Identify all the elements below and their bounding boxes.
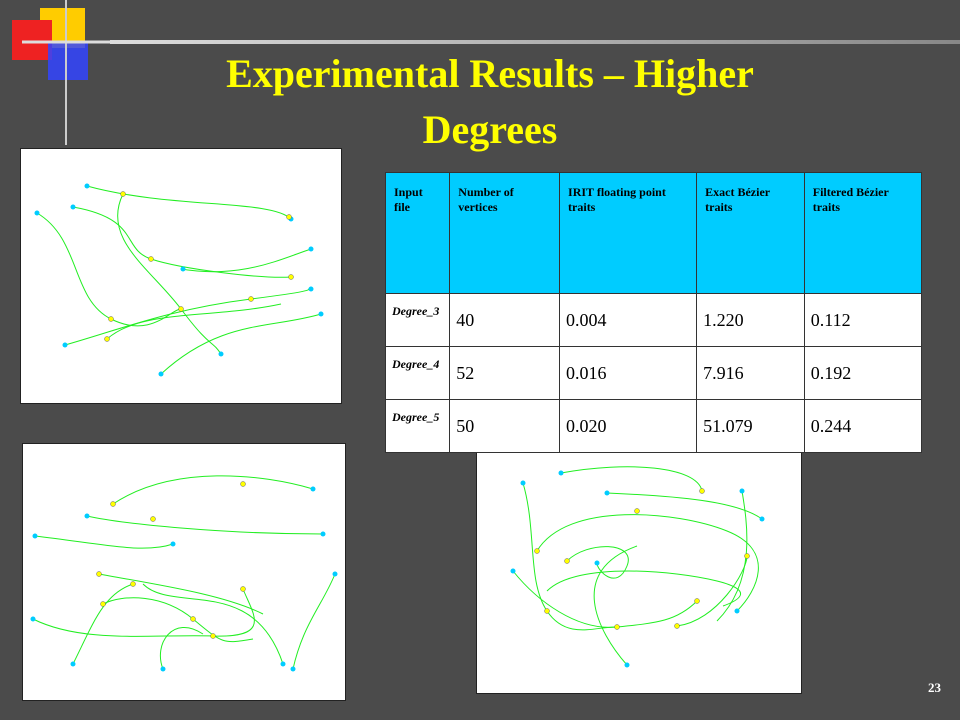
table-row: Degree_3 40 0.004 1.220 0.112 [384,293,923,347]
table-cell: 0.112 [803,293,923,347]
table-cell: 7.916 [696,346,805,400]
table-cell: 40 [449,293,561,347]
table-cell: 52 [449,346,561,400]
table-cell: Degree_3 [384,293,451,347]
decoration [12,0,120,145]
table-cell: 0.004 [559,293,698,347]
column-header: Exact Bézier traits [696,172,805,294]
figure [22,443,346,701]
figure [476,440,802,694]
page-number: 23 [928,680,941,695]
table-cell: 51.079 [696,399,805,453]
table-cell: 0.020 [559,399,698,453]
table-cell: 0.192 [803,346,923,400]
table-row: Degree_5 50 0.020 51.079 0.244 [384,399,923,453]
column-header: Filtered Bézier traits [803,172,923,294]
table-cell: 0.016 [559,346,698,400]
column-header: IRIT floating point traits [559,172,698,294]
results-table: Input file Number of vertices IRIT floatin… [384,172,923,453]
table-cell: Degree_5 [384,399,451,453]
column-header: Number of vertices [449,172,561,294]
table-cell: 0.244 [803,399,923,453]
title: Experimental Results – Higher [226,51,754,96]
table-row: Degree_4 52 0.016 7.916 0.192 [384,346,923,400]
column-header: Input file [384,172,451,294]
rule [110,40,960,44]
title: Degrees [422,107,558,152]
table-cell: 1.220 [696,293,805,347]
table-cell: Degree_4 [384,346,451,400]
figure [20,148,342,404]
table-cell: 50 [449,399,561,453]
